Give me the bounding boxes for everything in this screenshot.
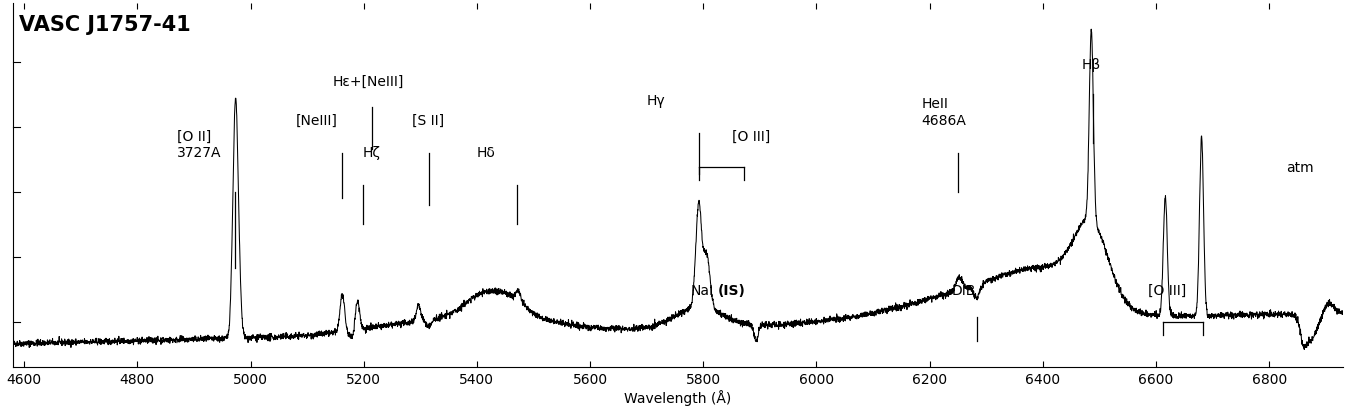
Text: Hβ: Hβ <box>1082 58 1100 72</box>
Text: Hδ: Hδ <box>477 146 496 160</box>
Text: Hζ: Hζ <box>362 146 380 160</box>
Text: NaI: NaI <box>691 284 714 298</box>
Text: Hε+[NeIII]: Hε+[NeIII] <box>333 74 404 88</box>
Text: VASC J1757-41: VASC J1757-41 <box>19 15 191 35</box>
Text: [O III]: [O III] <box>731 130 770 144</box>
Text: (IS): (IS) <box>718 284 745 298</box>
Text: Hγ: Hγ <box>647 94 665 108</box>
X-axis label: Wavelength (Å): Wavelength (Å) <box>624 389 731 405</box>
Text: [O II]
3727A: [O II] 3727A <box>176 130 221 160</box>
Text: atm: atm <box>1286 160 1313 174</box>
Text: [NeIII]: [NeIII] <box>296 113 338 127</box>
Text: [S II]: [S II] <box>412 113 445 127</box>
Text: DIB: DIB <box>951 284 975 298</box>
Text: [O III]: [O III] <box>1148 284 1185 298</box>
Text: HeII
4686A: HeII 4686A <box>921 97 966 127</box>
